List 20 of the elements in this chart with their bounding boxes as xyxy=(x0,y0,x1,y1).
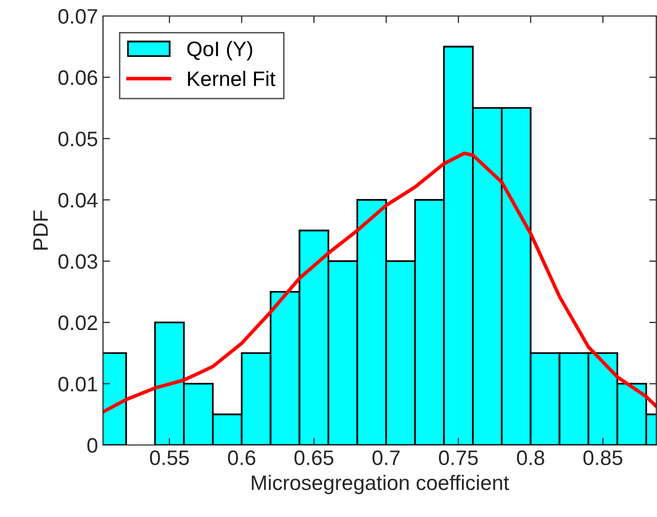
x-tick-label: 0.75 xyxy=(438,450,478,466)
y-tick-label: 0.07 xyxy=(58,9,98,24)
x-tick-label: 0.6 xyxy=(228,450,256,466)
y-axis-title: PDF xyxy=(33,210,48,250)
y-tick-label: 0.02 xyxy=(58,315,98,330)
legend-label: Kernel Fit xyxy=(188,70,276,86)
legend-label: QoI (Y) xyxy=(187,41,252,60)
x-axis-title: Microsegregation coefficient xyxy=(252,474,510,494)
x-tick-label: 0.7 xyxy=(372,450,400,466)
y-tick-label: 0.03 xyxy=(58,254,98,269)
y-tick-label: 0.01 xyxy=(58,376,98,392)
x-tick-label: 0.55 xyxy=(150,450,189,466)
line-series xyxy=(103,152,656,414)
y-tick-label: 0 xyxy=(87,438,98,453)
y-tick-label: 0.04 xyxy=(58,192,98,208)
x-tick-label: 0.85 xyxy=(583,450,622,466)
y-tick-label: 0.06 xyxy=(58,70,98,86)
y-tick-label: 0.05 xyxy=(58,132,98,146)
x-tick-label: 0.65 xyxy=(294,450,334,466)
x-tick-label: 0.8 xyxy=(516,450,544,466)
